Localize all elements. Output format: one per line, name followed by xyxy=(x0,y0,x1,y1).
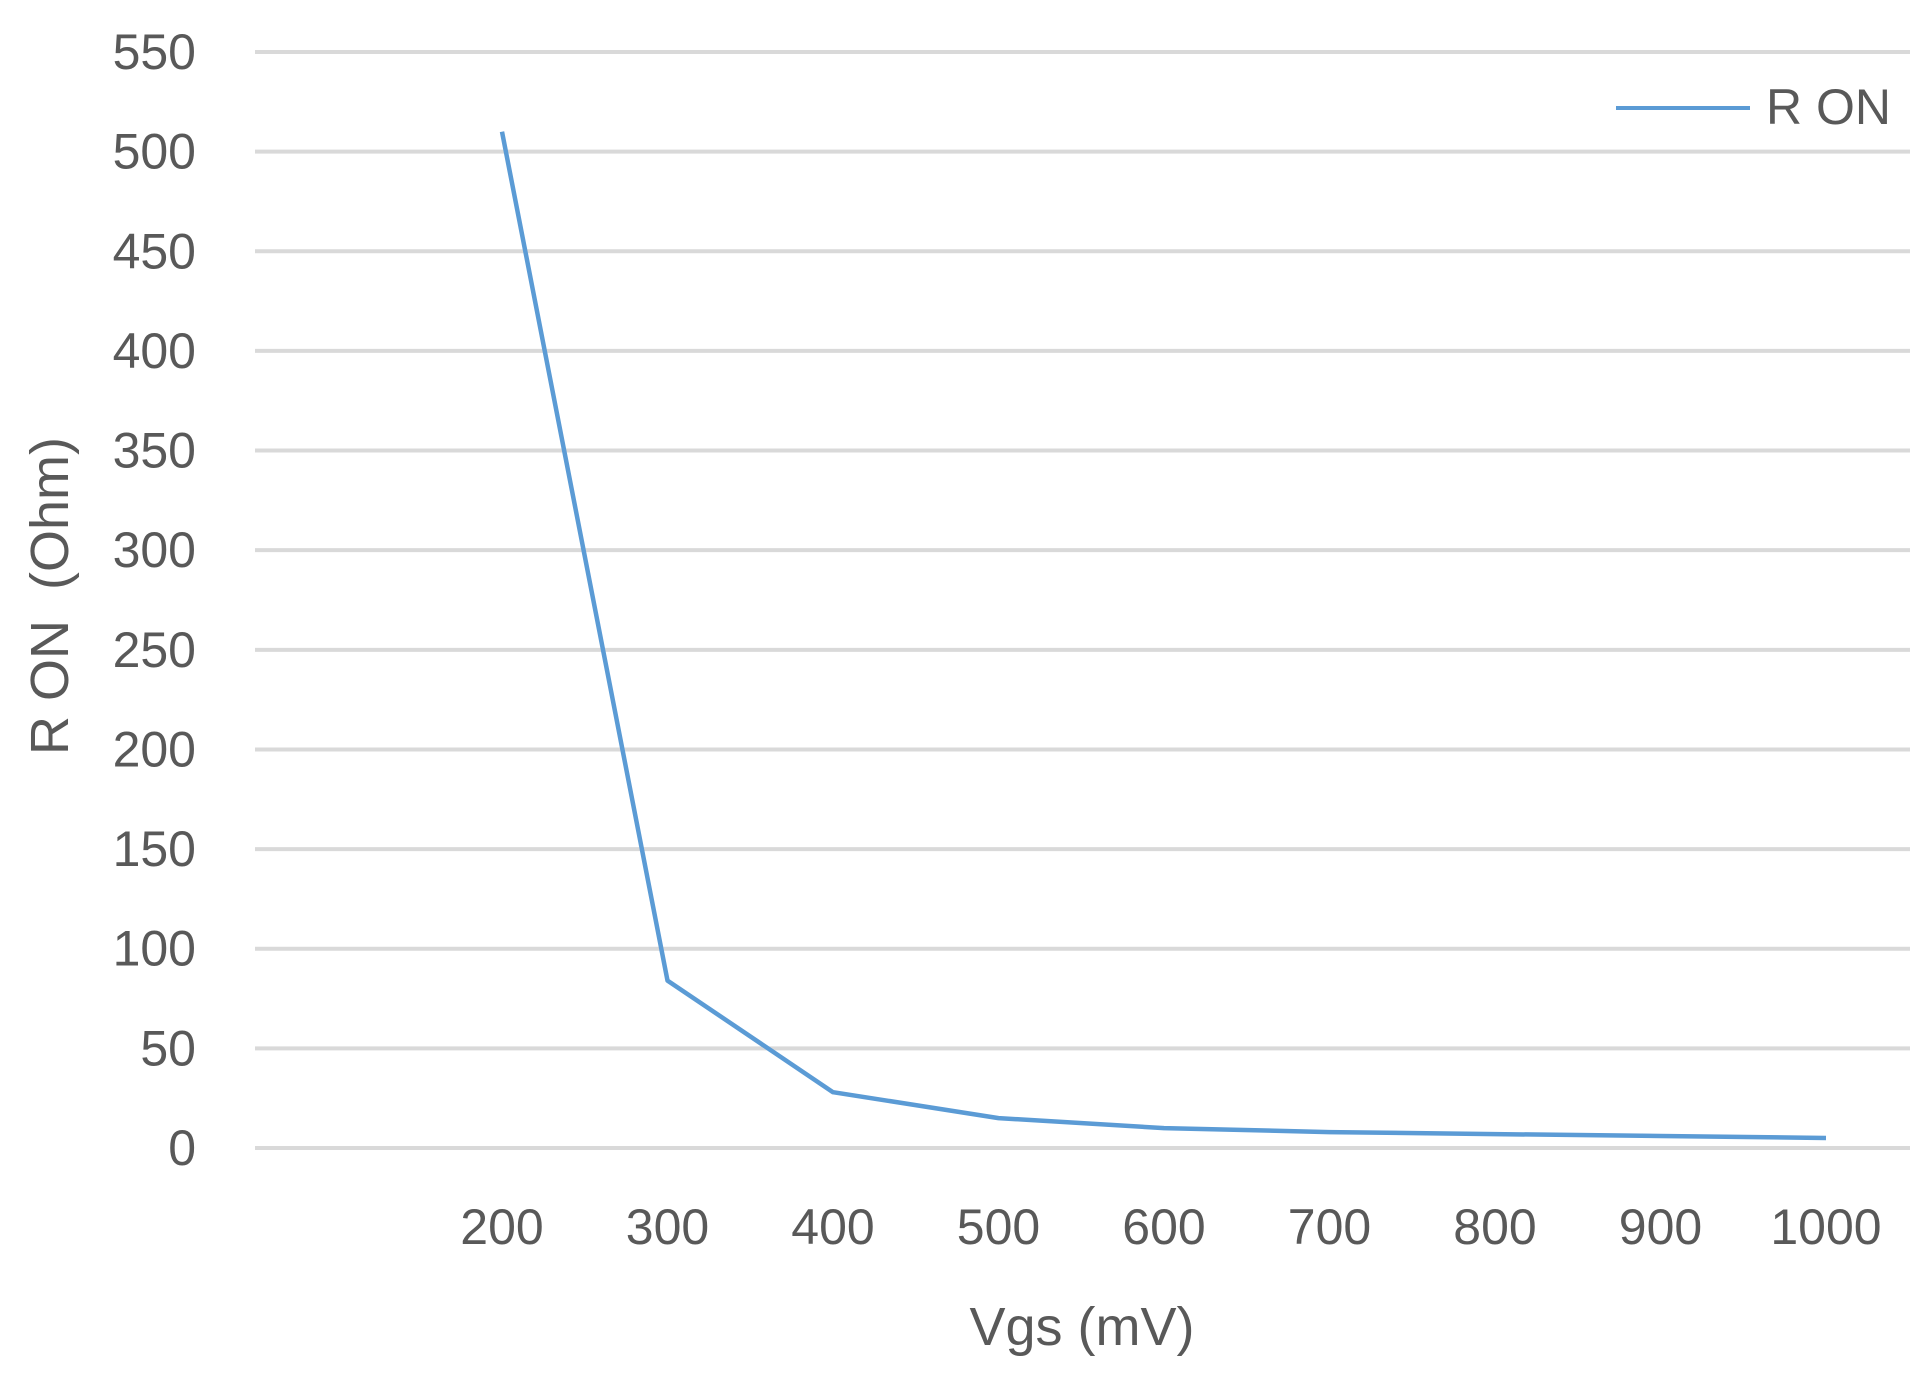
x-tick-label-700: 700 xyxy=(1288,1199,1371,1255)
y-tick-label-0: 0 xyxy=(168,1120,196,1176)
gridlines xyxy=(255,50,1910,1150)
x-tick-label-600: 600 xyxy=(1122,1199,1205,1255)
y-tick-label-150: 150 xyxy=(113,821,196,877)
y-tick-label-100: 100 xyxy=(113,921,196,977)
x-tick-label-300: 300 xyxy=(626,1199,709,1255)
y-axis-tick-labels: 0 50 100 150 200 250 300 350 400 450 500 550 xyxy=(113,24,196,1176)
series-lines xyxy=(499,131,1827,1141)
y-tick-label-400: 400 xyxy=(113,323,196,379)
y-tick-label-500: 500 xyxy=(113,124,196,180)
x-tick-label-800: 800 xyxy=(1453,1199,1536,1255)
y-tick-label-250: 250 xyxy=(113,622,196,678)
y-tick-label-350: 350 xyxy=(113,423,196,479)
y-tick-label-200: 200 xyxy=(113,721,196,777)
y-tick-label-550: 550 xyxy=(113,24,196,80)
legend-label-r-on: R ON xyxy=(1766,79,1891,135)
x-tick-label-400: 400 xyxy=(791,1199,874,1255)
y-axis-title: R ON (Ohm) xyxy=(20,437,80,755)
x-tick-label-200: 200 xyxy=(460,1199,543,1255)
series-line-r-on xyxy=(499,131,1827,1141)
x-axis-title: Vgs (mV) xyxy=(969,1297,1194,1357)
legend: R ON xyxy=(1616,79,1891,135)
y-tick-label-300: 300 xyxy=(113,522,196,578)
y-tick-label-50: 50 xyxy=(140,1020,196,1076)
x-tick-label-900: 900 xyxy=(1619,1199,1702,1255)
x-axis-tick-labels: 200 300 400 500 600 700 800 900 1000 xyxy=(460,1199,1881,1255)
x-tick-label-1000: 1000 xyxy=(1770,1199,1881,1255)
x-tick-label-500: 500 xyxy=(957,1199,1040,1255)
y-tick-label-450: 450 xyxy=(113,223,196,279)
